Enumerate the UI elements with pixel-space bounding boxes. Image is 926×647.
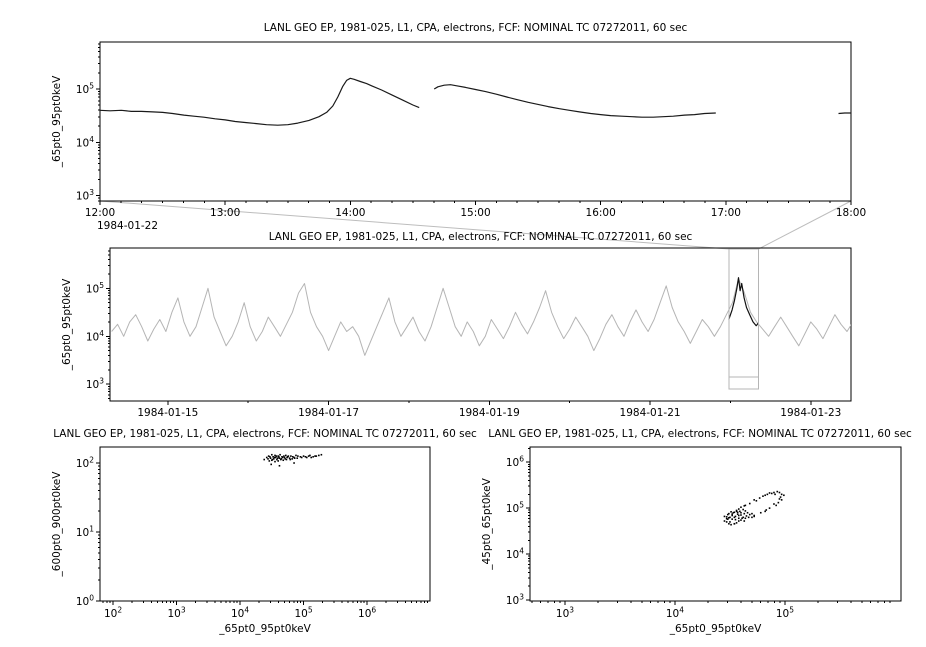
x-tick-label: 1984-01-15 <box>137 407 198 419</box>
plot-title: LANL GEO EP, 1981-025, L1, CPA, electron… <box>53 428 477 440</box>
y-tick-label: 102 <box>76 456 94 471</box>
plot-title: LANL GEO EP, 1981-025, L1, CPA, electron… <box>488 428 912 440</box>
panel-scatter-45-65[interactable]: LANL GEO EP, 1981-025, L1, CPA, electron… <box>481 428 912 635</box>
panel-detail-timeseries[interactable]: LANL GEO EP, 1981-025, L1, CPA, electron… <box>51 22 866 232</box>
electron-flux-65-95keV <box>100 77 851 126</box>
x-axis-label: _65pt0_95pt0keV <box>669 623 762 635</box>
y-tick-label: 104 <box>76 135 94 150</box>
panel-scatter-600-900[interactable]: LANL GEO EP, 1981-025, L1, CPA, electron… <box>51 428 477 635</box>
zoom-connector-lines <box>99 200 852 250</box>
panel-context-timeseries[interactable]: LANL GEO EP, 1981-025, L1, CPA, electron… <box>61 231 853 419</box>
x-tick-label: 104 <box>666 606 684 621</box>
context-flux-65-95keV <box>111 278 851 356</box>
zoom-selection-box[interactable] <box>728 248 760 390</box>
y-tick-label: 104 <box>506 547 524 562</box>
plot-frame <box>99 41 852 202</box>
y-tick-label: 103 <box>506 593 524 608</box>
x-axis-label: _65pt0_95pt0keV <box>218 623 311 635</box>
x-tick-label: 1984-01-17 <box>298 407 359 419</box>
plot-frame <box>109 247 852 402</box>
plot-frame <box>99 446 431 602</box>
y-tick-label: 103 <box>76 188 94 203</box>
plot-title: LANL GEO EP, 1981-025, L1, CPA, electron… <box>269 231 693 243</box>
x-tick-label: 106 <box>358 606 376 621</box>
scatter-45-65-vs-65-95 <box>723 490 785 526</box>
y-tick-label: 105 <box>76 81 94 96</box>
x-tick-label: 103 <box>167 606 185 621</box>
plot-frame <box>529 446 902 602</box>
y-axis-label: _65pt0_95pt0keV <box>51 75 63 168</box>
x-tick-label: 105 <box>776 606 794 621</box>
x-tick-label: 103 <box>556 606 574 621</box>
x-tick-label: 15:00 <box>460 207 490 219</box>
y-tick-label: 101 <box>76 525 94 540</box>
x-tick-label: 14:00 <box>335 207 365 219</box>
x-tick-label: 18:00 <box>836 207 866 219</box>
y-tick-label: 103 <box>86 377 104 392</box>
scatter-600-900-vs-65-95 <box>263 453 323 467</box>
y-tick-label: 100 <box>76 594 94 609</box>
x-tick-label: 1984-01-23 <box>780 407 841 419</box>
plot-title: LANL GEO EP, 1981-025, L1, CPA, electron… <box>264 22 688 34</box>
x-tick-label: 17:00 <box>711 207 741 219</box>
x-tick-label: 102 <box>104 606 122 621</box>
x-tick-label: 16:00 <box>586 207 616 219</box>
x-tick-label: 105 <box>295 606 313 621</box>
x-tick-label: 1984-01-19 <box>459 407 520 419</box>
x-axis-date-label: 1984-01-22 <box>97 220 158 232</box>
x-tick-label: 13:00 <box>210 207 240 219</box>
x-tick-label: 12:00 <box>85 207 115 219</box>
highlighted-interval-flux <box>728 277 760 327</box>
y-tick-label: 106 <box>506 455 524 470</box>
y-axis-label: _65pt0_95pt0keV <box>61 278 73 371</box>
y-tick-label: 105 <box>506 501 524 516</box>
y-axis-label: _600pt0_900pt0keV <box>51 471 63 578</box>
y-axis-label: _45pt0_65pt0keV <box>481 477 493 570</box>
y-tick-label: 105 <box>86 281 104 296</box>
x-tick-label: 1984-01-21 <box>620 407 681 419</box>
x-tick-label: 104 <box>231 606 249 621</box>
y-tick-label: 104 <box>86 329 104 344</box>
